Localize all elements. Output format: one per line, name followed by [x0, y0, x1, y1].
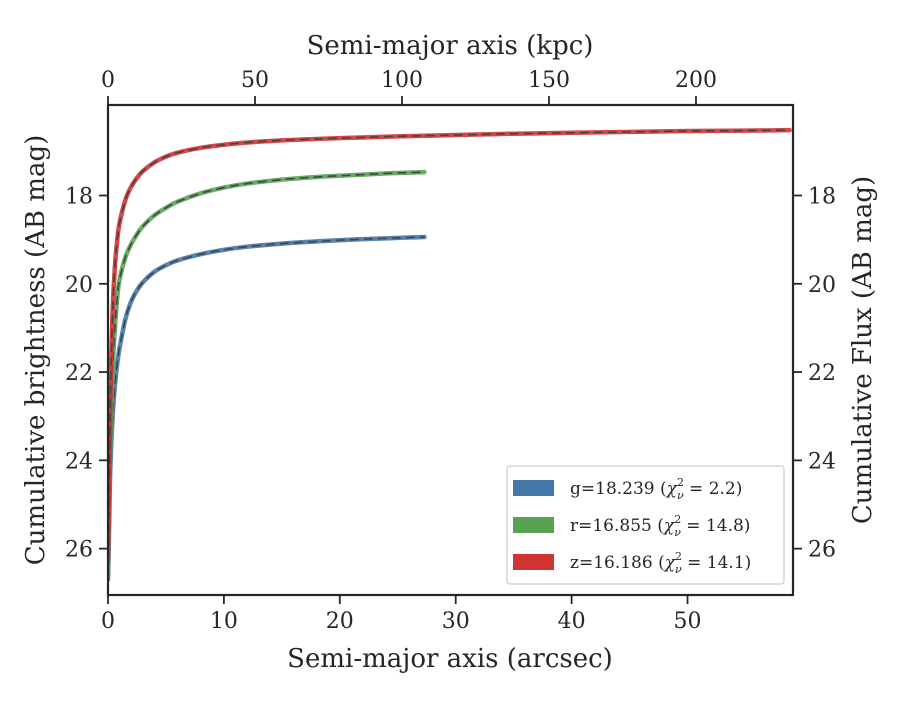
y-tick-label: 24 — [65, 449, 93, 474]
top-x-axis-label: Semi-major axis (kpc) — [307, 31, 594, 61]
x-tick-label: 50 — [674, 609, 702, 634]
legend-label-2: z=16.186 (χ2 ν = 14.1) — [570, 550, 751, 576]
legend-label-1: r=16.855 (χ2 ν = 14.8) — [570, 513, 750, 539]
top-x-tick-label: 150 — [528, 68, 570, 93]
legend-swatch-0 — [513, 480, 554, 496]
series-band-0 — [108, 234, 427, 582]
top-x-tick-label: 200 — [675, 68, 717, 93]
series-model-dashed-2 — [108, 129, 790, 562]
ticks-layer: 0 10 20 30 40 50 0 50 100 150 200 18 18 20 20 22 22 24 24 2… — [65, 68, 836, 634]
x-tick-label: 30 — [442, 609, 470, 634]
right-y-axis-label: Cumulative Flux (AB mag) — [848, 176, 878, 524]
right-y-tick-label: 18 — [808, 184, 836, 209]
series-layer — [108, 127, 792, 582]
top-x-tick-label: 50 — [241, 68, 269, 93]
x-tick-label: 20 — [326, 609, 354, 634]
x-tick-label: 40 — [558, 609, 586, 634]
plot-frame — [106, 103, 795, 597]
legend-box — [506, 465, 785, 585]
x-tick-label: 0 — [101, 609, 115, 634]
top-x-tick-label: 0 — [101, 68, 115, 93]
top-x-tick-label: 100 — [381, 68, 423, 93]
legend: g=18.239 (χ2 ν = 2.2) r=16.855 (χ2 ν = 14.8… — [506, 465, 785, 585]
right-y-tick-label: 26 — [808, 538, 836, 563]
y-tick-label: 20 — [65, 273, 93, 298]
x-axis-label: Semi-major axis (arcsec) — [287, 644, 613, 674]
y-tick-label: 22 — [65, 361, 93, 386]
series-model-dashed-1 — [108, 171, 425, 571]
y-tick-label: 26 — [65, 538, 93, 563]
y-axis-label: Cumulative brightness (AB mag) — [21, 135, 51, 566]
series-band-1 — [108, 169, 427, 573]
x-tick-label: 10 — [210, 609, 238, 634]
series-model-dashed-0 — [108, 236, 425, 580]
legend-swatch-1 — [513, 517, 554, 533]
legend-label-0: g=18.239 (χ2 ν = 2.2) — [570, 476, 742, 502]
legend-swatch-2 — [513, 554, 554, 570]
right-y-tick-label: 20 — [808, 273, 836, 298]
right-y-tick-label: 22 — [808, 361, 836, 386]
right-y-tick-label: 24 — [808, 449, 836, 474]
y-tick-label: 18 — [65, 184, 93, 209]
